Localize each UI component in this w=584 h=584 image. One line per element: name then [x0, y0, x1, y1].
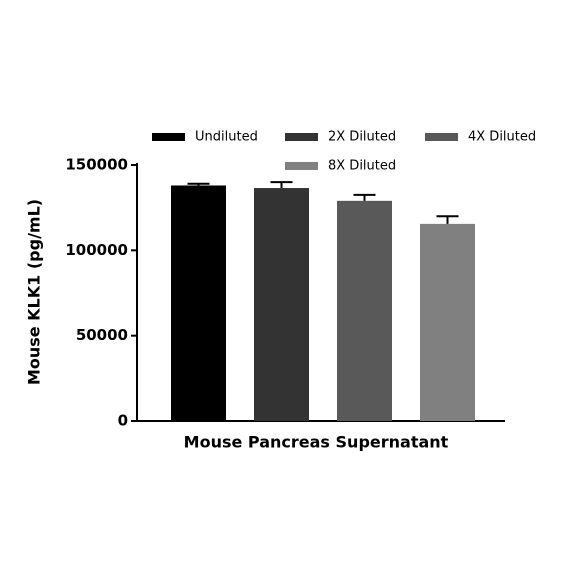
legend-swatch — [285, 162, 318, 170]
legend-label: 8X Diluted — [328, 159, 396, 174]
bar — [420, 223, 475, 421]
bar — [171, 185, 226, 421]
legend-swatch — [152, 133, 185, 141]
legend-swatch — [425, 133, 458, 141]
bar — [254, 188, 309, 421]
legend-label: Undiluted — [195, 130, 258, 145]
y-tick-label: 150000 — [65, 156, 128, 174]
bar — [337, 200, 392, 421]
x-axis-label: Mouse Pancreas Supernatant — [184, 433, 449, 452]
legend-label: 2X Diluted — [328, 130, 396, 145]
y-tick-label: 100000 — [65, 241, 128, 259]
legend-swatch — [285, 133, 318, 141]
legend-label: 4X Diluted — [468, 130, 536, 145]
y-tick-label: 0 — [118, 412, 128, 430]
y-axis-label: Mouse KLK1 (pg/mL) — [25, 199, 44, 385]
y-tick-label: 50000 — [76, 326, 128, 344]
